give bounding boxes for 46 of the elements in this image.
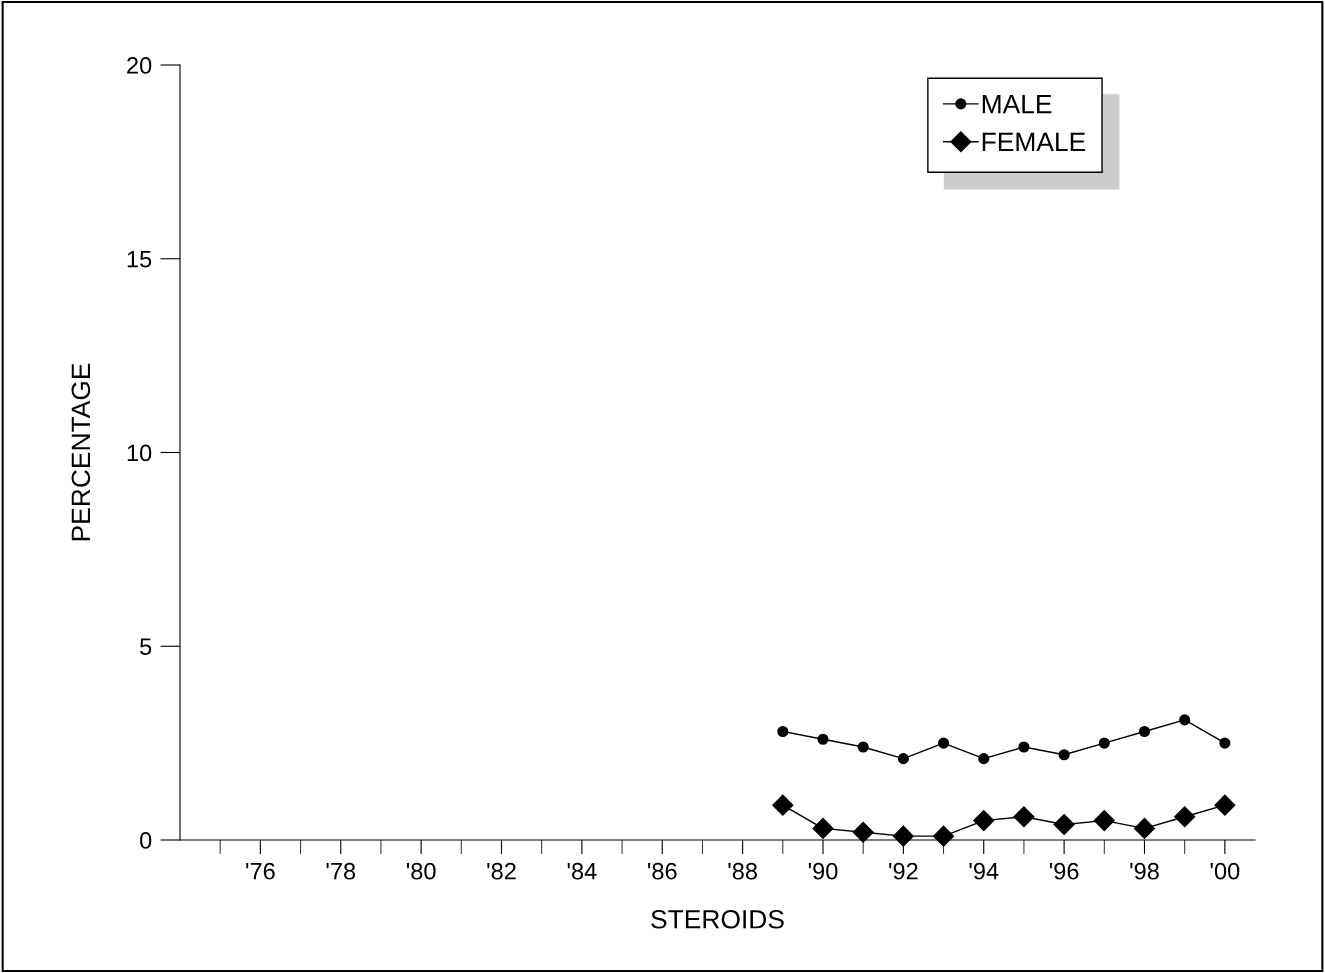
point <box>852 821 874 843</box>
point <box>1093 810 1115 832</box>
point <box>1219 737 1231 749</box>
x-tick-label: '00 <box>1210 862 1240 880</box>
y-tick-label: 20 <box>127 57 152 74</box>
x-tick-label: '88 <box>728 862 757 880</box>
legend-label: MALE <box>982 95 1052 114</box>
point <box>1214 794 1236 816</box>
point <box>817 733 829 745</box>
point <box>812 817 834 839</box>
point <box>857 741 869 753</box>
x-tick-label: '90 <box>808 862 838 880</box>
point <box>933 825 955 847</box>
point <box>1058 749 1070 761</box>
x-tick-label: '92 <box>889 862 918 880</box>
point <box>1013 806 1035 828</box>
point <box>1133 817 1156 839</box>
point <box>973 810 995 832</box>
x-tick-label: '84 <box>567 862 597 880</box>
x-tick-label: '80 <box>406 862 436 880</box>
point <box>1018 741 1030 753</box>
point <box>978 753 990 765</box>
y-tick-label: 0 <box>140 832 152 849</box>
point <box>1098 737 1110 749</box>
y-tick-label: 5 <box>140 638 152 656</box>
legend-label: FEMALE <box>982 132 1086 151</box>
point <box>1174 806 1196 828</box>
point <box>772 794 794 816</box>
x-tick-label: '94 <box>969 862 999 880</box>
x-tick-label: '98 <box>1130 862 1159 880</box>
x-tick-label: '76 <box>246 862 275 880</box>
point <box>892 825 914 847</box>
x-tick-label: '82 <box>487 862 516 880</box>
point <box>897 753 909 765</box>
point <box>1179 714 1191 726</box>
y-axis-title: PERCENTAGE <box>71 363 91 541</box>
y-tick-label: 10 <box>127 444 152 462</box>
point <box>1053 813 1075 836</box>
point <box>1138 725 1151 738</box>
x-tick-label: '78 <box>326 862 356 880</box>
x-tick-label: '86 <box>648 862 677 880</box>
y-tick-label: 15 <box>127 251 152 268</box>
point <box>777 725 789 738</box>
point <box>937 737 950 749</box>
x-axis-title: STEROIDS <box>651 909 784 929</box>
x-tick-label: '96 <box>1049 862 1079 880</box>
